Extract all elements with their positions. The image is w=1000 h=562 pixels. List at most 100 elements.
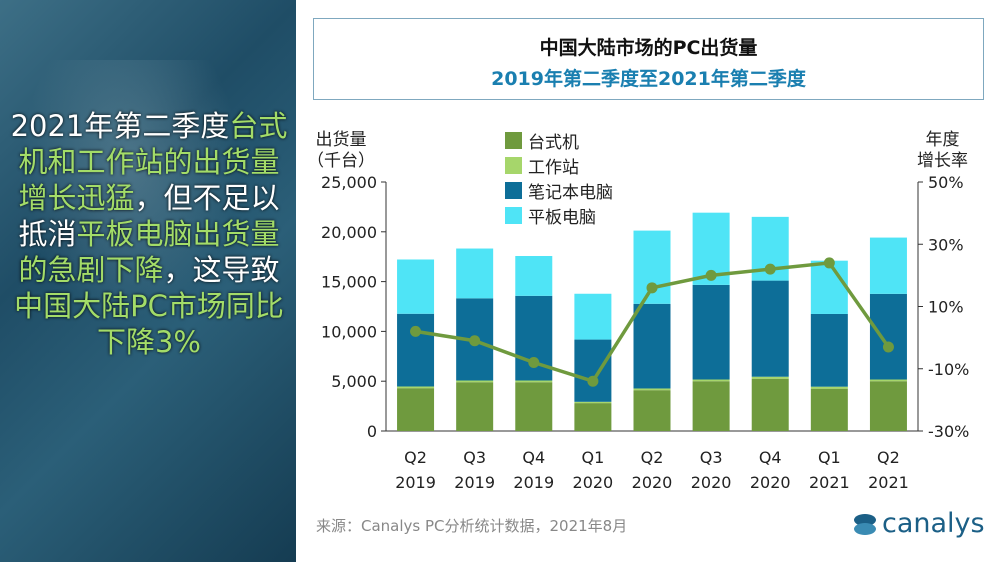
chart-subtitle: 2019年第二季度至2021年第二季度 xyxy=(491,68,806,90)
bar-notebook xyxy=(633,303,671,389)
x-tick-label-year: 2021 xyxy=(868,473,909,492)
legend-swatch xyxy=(505,207,522,224)
bar-workstation xyxy=(692,379,730,382)
headline-text: 2021年第二季度台式机和工作站的出货量增长迅猛，但不足以抵消平板电脑出货量的急… xyxy=(8,108,290,360)
growth-point xyxy=(528,357,540,369)
bar-workstation xyxy=(574,401,612,404)
x-tick-label-quarter: Q4 xyxy=(522,448,545,467)
bar-workstation xyxy=(515,380,553,383)
y-axis-title: 出货量 （千台） xyxy=(307,130,375,172)
bar-desktop xyxy=(751,378,789,431)
legend-label: 平板电脑 xyxy=(528,208,596,228)
x-tick-label-year: 2019 xyxy=(454,473,495,492)
bar-notebook xyxy=(692,284,730,380)
x-tick-label-quarter: Q2 xyxy=(404,448,427,467)
bar-desktop xyxy=(574,403,612,431)
bar-desktop xyxy=(810,388,848,431)
bar-workstation xyxy=(456,380,494,383)
bar-desktop xyxy=(869,381,907,431)
bar-tablet xyxy=(397,259,435,314)
logo-text: canalys xyxy=(882,508,985,539)
x-tick-label-year: 2020 xyxy=(750,473,791,492)
x-tick-label-year: 2020 xyxy=(573,473,614,492)
x-tick-label-year: 2021 xyxy=(809,473,850,492)
headline-segment: ，但不足以抵消 xyxy=(18,181,280,251)
bar-desktop xyxy=(456,382,494,431)
bar-notebook xyxy=(574,339,612,402)
bar-desktop xyxy=(515,382,553,431)
bar-desktop xyxy=(692,381,730,431)
y-tick-label: 10,000 xyxy=(321,322,377,341)
x-tick-label-quarter: Q3 xyxy=(463,448,486,467)
headline-segment: ，这导致 xyxy=(163,253,280,287)
x-tick-label-year: 2019 xyxy=(395,473,436,492)
legend: 台式机工作站笔记本电脑平板电脑 xyxy=(505,128,613,228)
bar-desktop xyxy=(397,388,435,431)
chart-title: 中国大陆市场的PC出货量 xyxy=(539,37,758,59)
bar-workstation xyxy=(633,388,671,391)
y2-tick-label: 50% xyxy=(928,173,964,192)
y2-axis-title-line: 年度 xyxy=(925,130,960,150)
x-tick-label-year: 2020 xyxy=(632,473,673,492)
y-tick-label: 0 xyxy=(367,422,377,441)
bar-workstation xyxy=(751,376,789,379)
y2-tick-label: 10% xyxy=(928,298,964,317)
bar-notebook xyxy=(751,280,789,377)
canalys-logo-icon xyxy=(854,513,876,535)
bar-workstation xyxy=(397,386,435,389)
legend-item-tablet: 平板电脑 xyxy=(505,203,613,228)
legend-label: 工作站 xyxy=(528,158,579,178)
y-tick-label: 5,000 xyxy=(331,372,377,391)
x-tick-label-quarter: Q4 xyxy=(759,448,782,467)
legend-item-workstation: 工作站 xyxy=(505,153,613,178)
x-tick-label-quarter: Q1 xyxy=(581,448,604,467)
x-tick-label-quarter: Q2 xyxy=(877,448,900,467)
y2-tick-label: -30% xyxy=(928,422,969,441)
y2-tick-label: -10% xyxy=(928,360,969,379)
bar-notebook xyxy=(869,293,907,380)
headline-segment: 台式机和工作站的出货量增长迅猛 xyxy=(18,109,288,215)
x-tick-label-quarter: Q1 xyxy=(818,448,841,467)
bar-tablet xyxy=(456,248,494,299)
bar-tablet xyxy=(515,256,553,296)
legend-swatch xyxy=(505,157,522,174)
bar-tablet xyxy=(574,293,612,340)
growth-point xyxy=(823,257,835,269)
source-note: 来源：Canalys PC分析统计数据，2021年8月 xyxy=(316,517,628,535)
x-tick-label-year: 2020 xyxy=(691,473,732,492)
legend-label: 笔记本电脑 xyxy=(528,183,613,203)
y-axis-title-line: 出货量 xyxy=(315,130,367,150)
y2-axis-title-line: 增长率 xyxy=(917,151,968,171)
y-axis-title-line: （千台） xyxy=(307,151,375,171)
background-photo-panel: 2021年第二季度台式机和工作站的出货量增长迅猛，但不足以抵消平板电脑出货量的急… xyxy=(0,0,296,562)
bar-notebook xyxy=(397,313,435,387)
y-tick-label: 20,000 xyxy=(321,223,377,242)
bar-workstation xyxy=(869,379,907,382)
legend-item-notebook: 笔记本电脑 xyxy=(505,178,613,203)
x-tick-label-year: 2019 xyxy=(513,473,554,492)
legend-swatch xyxy=(505,182,522,199)
headline-segment: 2021年第二季度 xyxy=(10,109,230,143)
bar-workstation xyxy=(810,386,848,389)
bar-tablet xyxy=(810,260,848,314)
y-tick-label: 15,000 xyxy=(321,273,377,292)
growth-point xyxy=(587,375,599,387)
legend-item-desktop: 台式机 xyxy=(505,128,613,153)
growth-point xyxy=(410,325,422,337)
headline-segment: 中国大陆PC市场同比下降3% xyxy=(14,289,284,359)
canalys-logo: canalys xyxy=(852,508,985,539)
bar-tablet xyxy=(869,237,907,294)
growth-point xyxy=(646,282,658,294)
legend-label: 台式机 xyxy=(528,133,579,153)
bar-desktop xyxy=(633,390,671,431)
x-tick-label-quarter: Q3 xyxy=(700,448,723,467)
chart-title-box: 中国大陆市场的PC出货量 2019年第二季度至2021年第二季度 xyxy=(313,18,984,100)
x-tick-label-quarter: Q2 xyxy=(641,448,664,467)
growth-point xyxy=(882,341,894,353)
growth-point xyxy=(705,269,717,281)
y2-tick-label: 30% xyxy=(928,235,964,254)
bar-notebook xyxy=(810,313,848,387)
y-tick-label: 25,000 xyxy=(321,173,377,192)
growth-point xyxy=(469,335,481,347)
